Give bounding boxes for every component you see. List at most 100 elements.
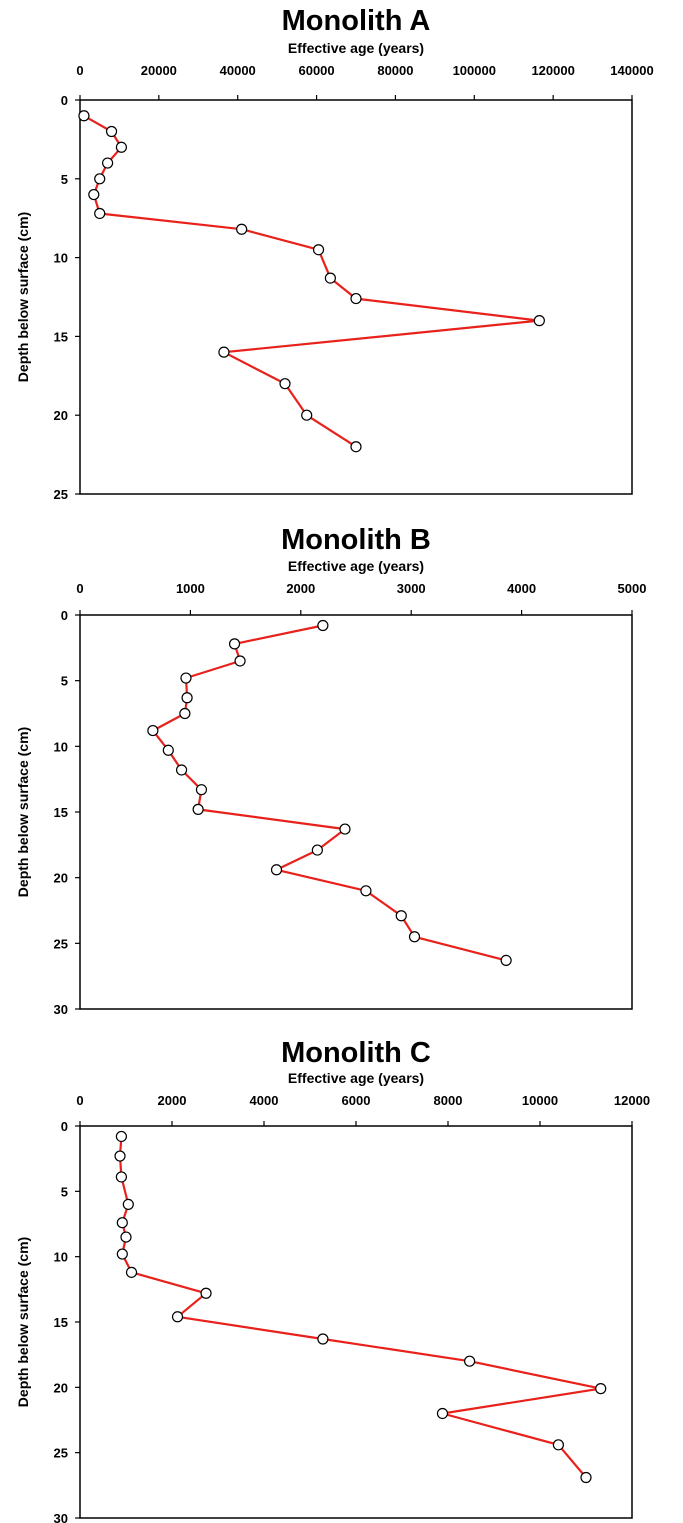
plot-frame <box>79 614 633 1010</box>
x-tick-label: 120000 <box>531 63 574 78</box>
data-point <box>436 1407 449 1420</box>
x-tick-label: 0 <box>76 63 83 78</box>
y-axis-label: Depth below surface (cm) <box>15 727 31 897</box>
y-tick-label: 15 <box>54 329 68 344</box>
x-axis-label: Effective age (years) <box>288 1070 424 1086</box>
y-tick-label: 0 <box>61 93 68 108</box>
data-point <box>317 619 329 632</box>
data-point <box>115 1130 128 1143</box>
data-point <box>171 1311 184 1323</box>
data-point <box>311 844 323 856</box>
data-point <box>234 655 246 667</box>
y-tick-label: 5 <box>61 674 68 689</box>
data-point <box>395 910 407 922</box>
data-point <box>533 315 545 327</box>
data-point <box>595 1383 607 1395</box>
data-point <box>105 125 118 138</box>
y-tick-label: 25 <box>54 1446 68 1461</box>
data-point <box>180 672 192 684</box>
y-tick-label: 15 <box>54 805 68 820</box>
data-point <box>339 823 351 835</box>
y-tick-label: 10 <box>54 1250 68 1265</box>
series-line <box>118 1136 602 1479</box>
y-tick-label: 0 <box>61 1119 68 1134</box>
data-point <box>580 1471 592 1484</box>
data-point <box>350 441 362 453</box>
data-point <box>78 110 90 122</box>
y-tick-label: 0 <box>61 608 68 623</box>
x-tick-label: 80000 <box>377 63 413 78</box>
x-tick-label: 20000 <box>141 63 177 78</box>
x-tick-label: 0 <box>76 1093 83 1108</box>
data-point <box>88 188 100 201</box>
x-tick-label: 1000 <box>176 581 205 596</box>
data-point <box>270 864 283 876</box>
y-tick-label: 5 <box>61 1184 68 1199</box>
data-point <box>408 931 421 943</box>
x-tick-label: 6000 <box>342 1093 371 1108</box>
x-tick-label: 3000 <box>397 581 426 596</box>
y-axis-label: Depth below surface (cm) <box>15 1237 31 1407</box>
y-tick-label: 25 <box>54 487 68 502</box>
x-tick-label: 4000 <box>250 1093 279 1108</box>
data-point <box>218 346 230 358</box>
data-point <box>147 724 159 737</box>
x-tick-label: 0 <box>76 581 83 596</box>
y-tick-label: 25 <box>54 936 68 951</box>
data-point <box>115 1171 128 1183</box>
x-tick-label: 60000 <box>298 63 334 78</box>
data-point <box>228 638 241 650</box>
x-tick-label: 2000 <box>286 581 315 596</box>
data-point <box>312 244 325 256</box>
x-tick-label: 2000 <box>158 1093 187 1108</box>
data-point <box>162 744 174 756</box>
chart-1: Monolith B Effective age (years) Depth bel… <box>15 524 646 1017</box>
data-point <box>94 173 106 185</box>
y-tick-label: 20 <box>54 1380 68 1395</box>
data-point <box>350 292 362 305</box>
data-point <box>301 409 313 421</box>
x-tick-label: 5000 <box>618 581 647 596</box>
chart-0: Monolith A Effective age (years) Depth bel… <box>15 5 654 502</box>
data-point <box>116 1217 128 1229</box>
y-tick-label: 30 <box>54 1511 68 1523</box>
y-tick-label: 15 <box>54 1315 68 1330</box>
data-point <box>500 954 512 967</box>
data-point <box>115 141 128 153</box>
data-point <box>101 157 114 169</box>
x-tick-label: 8000 <box>434 1093 463 1108</box>
chart-title: Monolith B <box>281 524 431 556</box>
data-point <box>116 1248 128 1260</box>
y-axis-label: Depth below surface (cm) <box>15 212 31 382</box>
data-point <box>200 1287 212 1299</box>
data-point <box>175 764 188 776</box>
data-point <box>360 885 372 897</box>
data-point <box>179 707 191 720</box>
plot-frame <box>79 99 633 495</box>
data-point <box>192 803 204 815</box>
data-point <box>464 1355 476 1367</box>
y-tick-label: 20 <box>54 871 68 886</box>
data-point <box>122 1198 134 1211</box>
x-tick-label: 12000 <box>614 1093 650 1108</box>
x-tick-label: 4000 <box>507 581 536 596</box>
y-tick-label: 20 <box>54 408 68 423</box>
series-line <box>151 624 507 962</box>
x-axis-label: Effective age (years) <box>288 558 424 574</box>
x-tick-label: 140000 <box>610 63 653 78</box>
x-tick-label: 40000 <box>220 63 256 78</box>
x-tick-label: 100000 <box>453 63 496 78</box>
y-tick-label: 5 <box>61 172 68 187</box>
data-point <box>279 378 291 390</box>
x-tick-label: 10000 <box>522 1093 558 1108</box>
data-point <box>94 207 106 220</box>
y-tick-label: 30 <box>54 1002 68 1017</box>
data-point <box>317 1333 329 1345</box>
y-tick-label: 10 <box>54 251 68 266</box>
data-point <box>181 692 193 704</box>
data-point <box>236 223 248 235</box>
x-axis-label: Effective age (years) <box>288 40 424 56</box>
data-point <box>114 1150 126 1162</box>
plot-frame <box>79 1125 633 1519</box>
